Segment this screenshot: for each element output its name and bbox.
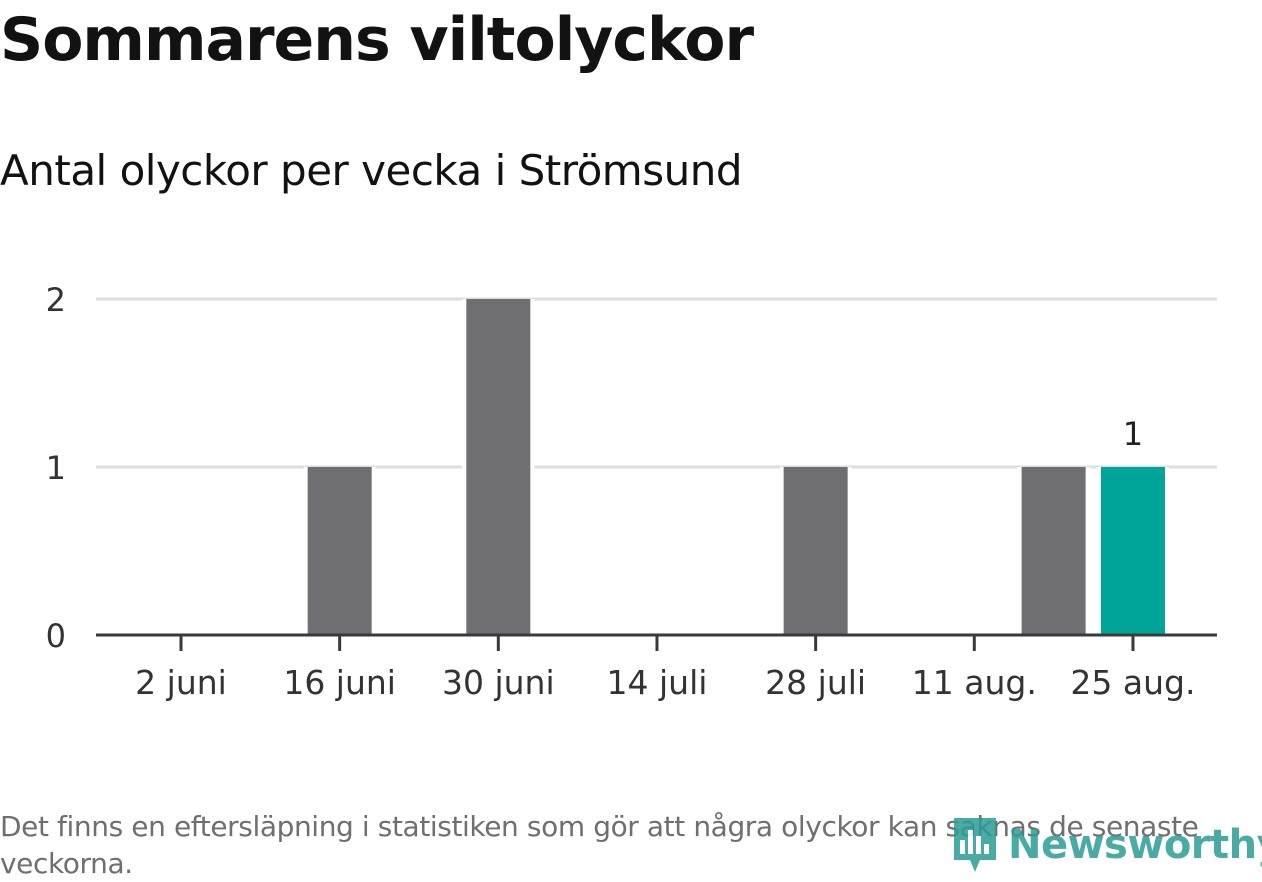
newsworthy-logo: Newsworthy [950,812,1262,878]
y-tick-label: 0 [46,617,66,655]
bar [783,467,848,635]
logo-text: Newsworthy [1008,822,1262,868]
x-tick-label: 30 juni [442,663,555,702]
bar [1021,467,1086,635]
x-tick-label: 16 juni [283,663,396,702]
bar [307,467,372,635]
y-tick-label: 2 [46,281,66,319]
x-tick-label: 14 juli [607,663,708,702]
x-tick-label: 25 aug. [1070,663,1195,702]
data-label: 1 [1123,415,1143,453]
footnote: Det finns en eftersläpning i statistiken… [0,810,1199,880]
newsworthy-logo-icon [954,818,996,872]
x-tick-label: 11 aug. [912,663,1037,702]
y-tick-label: 1 [46,449,66,487]
x-tick-label: 28 juli [765,663,866,702]
bar [466,299,531,635]
bar-highlight [1100,467,1165,635]
chart-title: Sommarens viltolyckor [0,5,754,75]
x-tick-label: 2 juni [135,663,227,702]
chart-subtitle: Antal olyckor per vecka i Strömsund [0,146,743,195]
